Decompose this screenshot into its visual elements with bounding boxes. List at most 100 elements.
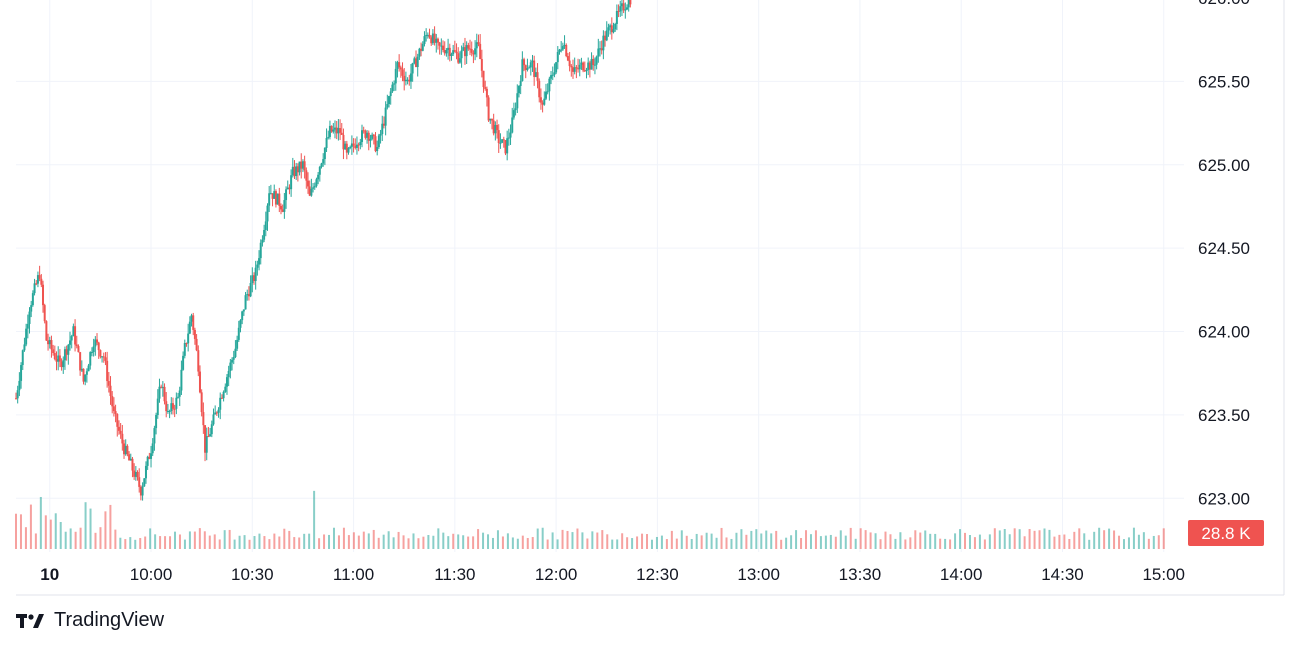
candle-body bbox=[555, 62, 558, 73]
candle-body bbox=[210, 424, 213, 435]
candle-body bbox=[389, 91, 392, 97]
volume-bar bbox=[263, 536, 266, 549]
volume-bar bbox=[273, 533, 276, 549]
volume-bar bbox=[482, 532, 485, 549]
candle-body bbox=[69, 340, 72, 345]
candle-body bbox=[43, 305, 46, 322]
volume-bar bbox=[457, 534, 460, 549]
volume-bar bbox=[511, 537, 514, 549]
candle-body bbox=[293, 166, 296, 177]
volume-bar bbox=[332, 527, 335, 549]
candle-body bbox=[511, 117, 514, 133]
candle-body bbox=[85, 371, 88, 375]
volume-bar bbox=[790, 535, 793, 549]
volume-bar bbox=[944, 538, 947, 549]
price-tick-label: 625.50 bbox=[1198, 72, 1250, 91]
candle-body bbox=[438, 42, 441, 46]
candle-body bbox=[627, 0, 630, 8]
volume-bar bbox=[725, 537, 728, 549]
candle-body bbox=[418, 48, 421, 57]
candle-body bbox=[595, 56, 598, 65]
candle-body bbox=[116, 413, 119, 427]
candle-body bbox=[48, 340, 51, 345]
volume-bar bbox=[94, 532, 97, 549]
volume-badge: 28.8 K bbox=[1188, 520, 1264, 546]
candle-body bbox=[148, 456, 151, 459]
brand-footer[interactable]: TradingView bbox=[16, 609, 164, 632]
volume-bar bbox=[1008, 534, 1011, 549]
volume-bar bbox=[64, 531, 67, 549]
candle-body bbox=[404, 79, 407, 82]
candle-body bbox=[620, 3, 623, 7]
candle-body bbox=[526, 68, 529, 70]
candle-body bbox=[403, 75, 406, 82]
volume-bar bbox=[74, 531, 77, 549]
volume-bar bbox=[745, 534, 748, 549]
volume-bar bbox=[934, 533, 937, 549]
volume-bar bbox=[566, 530, 569, 549]
time-tick-label: 13:30 bbox=[839, 565, 882, 584]
time-tick-label: 12:00 bbox=[535, 565, 578, 584]
candle-body bbox=[485, 88, 488, 98]
volume-bar bbox=[541, 527, 544, 549]
candle-body bbox=[150, 453, 153, 459]
volume-bar bbox=[183, 539, 186, 549]
candle-body bbox=[477, 42, 480, 44]
volume-bar bbox=[1048, 529, 1051, 549]
time-tick-label: 12:30 bbox=[636, 565, 679, 584]
volume-bar bbox=[695, 533, 698, 549]
volume-bar bbox=[119, 537, 122, 549]
candle-body bbox=[23, 344, 26, 351]
volume-bar bbox=[1023, 536, 1026, 549]
candle-body bbox=[138, 477, 141, 487]
volume-bar bbox=[1073, 531, 1076, 549]
candle-body bbox=[104, 357, 107, 361]
candle-body bbox=[30, 305, 33, 312]
candle-body bbox=[303, 161, 306, 171]
volume-bar bbox=[84, 502, 87, 549]
time-tick-label: 10:00 bbox=[130, 565, 173, 584]
candle-body bbox=[355, 144, 358, 148]
candle-body bbox=[499, 142, 502, 144]
candle-body bbox=[622, 3, 625, 11]
volume-bar bbox=[670, 530, 673, 549]
candle-body bbox=[274, 191, 277, 205]
volume-bar bbox=[347, 535, 350, 549]
volume-bar bbox=[755, 529, 758, 549]
candle-body bbox=[107, 381, 110, 386]
candle-body bbox=[504, 140, 507, 154]
candle-body bbox=[458, 58, 461, 63]
volume-bar bbox=[104, 511, 107, 549]
candle-body bbox=[394, 68, 397, 84]
candle-body bbox=[470, 49, 473, 53]
volume-bar bbox=[641, 533, 644, 549]
volume-bar bbox=[705, 532, 708, 549]
candle-body bbox=[261, 239, 264, 243]
volume-bar bbox=[1013, 528, 1016, 549]
candle-body bbox=[38, 275, 41, 279]
candle-body bbox=[612, 29, 615, 33]
candle-body bbox=[247, 294, 250, 297]
candle-body bbox=[386, 104, 389, 108]
volume-bar bbox=[323, 534, 326, 549]
candle-body bbox=[541, 102, 544, 105]
time-tick-label: 11:00 bbox=[333, 565, 374, 584]
volume-bar bbox=[258, 533, 261, 549]
volume-bar bbox=[869, 532, 872, 549]
candle-body bbox=[469, 48, 472, 50]
volume-bar bbox=[218, 539, 221, 549]
candle-body bbox=[153, 428, 156, 444]
candle-body bbox=[330, 125, 333, 132]
volume-bar bbox=[1157, 535, 1160, 549]
candle-body bbox=[84, 374, 87, 382]
volume-bar bbox=[660, 535, 663, 549]
volume-bar bbox=[24, 527, 27, 549]
volume-bar bbox=[616, 539, 619, 549]
volume-bar bbox=[601, 530, 604, 549]
candle-body bbox=[534, 72, 537, 77]
candle-body bbox=[448, 47, 451, 56]
volume-bar bbox=[814, 530, 817, 549]
candle-body bbox=[415, 58, 418, 68]
candle-body bbox=[337, 128, 340, 134]
